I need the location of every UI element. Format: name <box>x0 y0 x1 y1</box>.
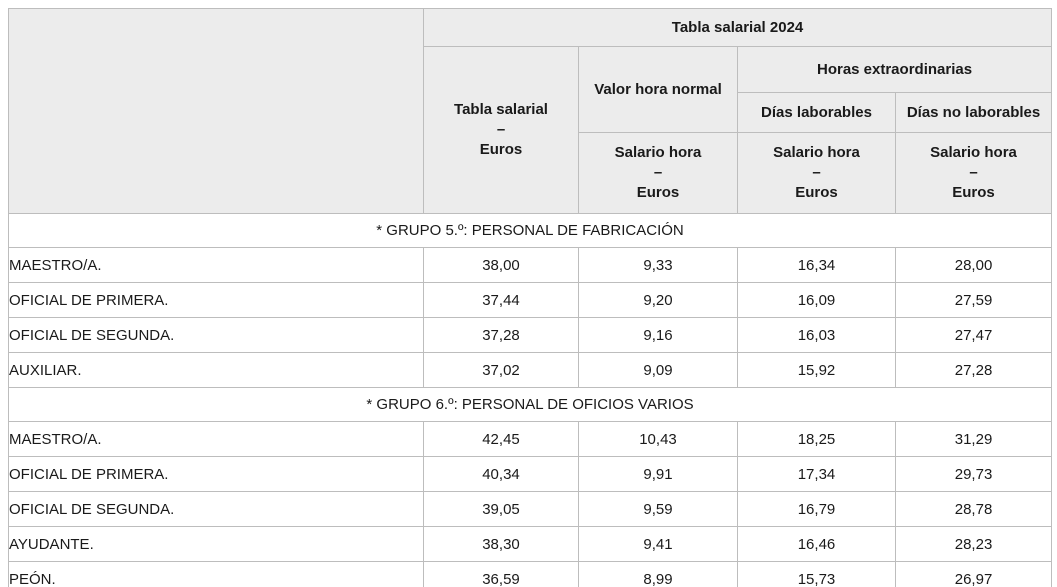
table-row: OFICIAL DE PRIMERA. 37,44 9,20 16,09 27,… <box>8 282 1053 318</box>
header-row-main: Tabla salarial – Euros Valor hora normal… <box>9 46 1053 214</box>
dias-no-laborables-value-cell: 28,00 <box>894 247 1053 283</box>
valor-hora-value-cell: 9,91 <box>578 456 738 492</box>
valor-hora-value-cell: 9,59 <box>578 491 738 527</box>
dias-laborables-value-cell: 16,03 <box>737 317 896 353</box>
row-label-cell: OFICIAL DE PRIMERA. <box>8 456 424 492</box>
table-row: MAESTRO/A. 38,00 9,33 16,34 28,00 <box>8 247 1053 283</box>
salario-hora-line1: Salario hora <box>614 144 702 161</box>
table-row: OFICIAL DE SEGUNDA. 37,28 9,16 16,03 27,… <box>8 317 1053 353</box>
tabla-salarial-line1: Tabla salarial <box>454 101 548 118</box>
tabla-salarial-value-cell: 36,59 <box>423 561 579 587</box>
valor-hora-value-cell: 9,09 <box>578 352 738 388</box>
tabla-salarial-value-cell: 42,45 <box>423 421 579 457</box>
dias-laborables-value-cell: 16,46 <box>737 526 896 562</box>
salario-hora-line2: Euros <box>795 184 838 201</box>
tabla-salarial-value-cell: 38,30 <box>423 526 579 562</box>
dias-laborables-value-cell: 17,34 <box>737 456 896 492</box>
table-title-cell: Tabla salarial 2024 <box>422 8 1053 47</box>
valor-hora-value-cell: 8,99 <box>578 561 738 587</box>
row-label-cell: AYUDANTE. <box>8 526 424 562</box>
header-row-title: Tabla salarial 2024 <box>8 8 1053 214</box>
tabla-salarial-value-cell: 37,02 <box>423 352 579 388</box>
tabla-salarial-value-cell: 37,44 <box>423 282 579 318</box>
table-row: MAESTRO/A. 42,45 10,43 18,25 31,29 <box>8 421 1053 457</box>
valor-hora-value-cell: 9,41 <box>578 526 738 562</box>
col-header-horas-extraordinarias: Horas extraordinarias <box>736 46 1053 93</box>
dias-no-laborables-value-cell: 26,97 <box>894 561 1053 587</box>
salario-hora-separator: – <box>812 164 821 181</box>
valor-hora-value-cell: 9,33 <box>578 247 738 283</box>
salario-hora-line2: Euros <box>952 184 995 201</box>
group-6-title-cell: * GRUPO 6.º: PERSONAL DE OFICIOS VARIOS <box>7 387 1053 422</box>
table-row: PEÓN. 36,59 8,99 15,73 26,97 <box>8 561 1053 587</box>
dias-laborables-value-cell: 18,25 <box>737 421 896 457</box>
salario-hora-separator: – <box>969 164 978 181</box>
group-header-row: * GRUPO 6.º: PERSONAL DE OFICIOS VARIOS <box>7 387 1053 422</box>
row-label-cell: MAESTRO/A. <box>8 247 424 283</box>
row-label-cell: OFICIAL DE PRIMERA. <box>8 282 424 318</box>
dias-laborables-value-cell: 16,34 <box>737 247 896 283</box>
tabla-salarial-value-cell: 37,28 <box>423 317 579 353</box>
table-row: AYUDANTE. 38,30 9,41 16,46 28,23 <box>8 526 1053 562</box>
col-header-dias-no-laborables: Días no laborables <box>894 92 1053 133</box>
valor-hora-value-cell: 9,20 <box>578 282 738 318</box>
col-header-valor-hora-normal: Valor hora normal <box>578 46 738 133</box>
salario-hora-line1: Salario hora <box>773 144 860 161</box>
dias-no-laborables-value-cell: 28,23 <box>894 526 1053 562</box>
tabla-salarial-value-cell: 40,34 <box>423 456 579 492</box>
salario-hora-separator: – <box>653 164 663 181</box>
tabla-salarial-line2: Euros <box>479 141 523 158</box>
tabla-salarial-value-cell: 39,05 <box>423 491 579 527</box>
dias-laborables-value-cell: 16,79 <box>737 491 896 527</box>
dias-laborables-value-cell: 16,09 <box>737 282 896 318</box>
dias-no-laborables-value-cell: 27,47 <box>894 317 1053 353</box>
dias-no-laborables-value-cell: 28,78 <box>894 491 1053 527</box>
dias-no-laborables-value-cell: 29,73 <box>894 456 1053 492</box>
row-label-cell: MAESTRO/A. <box>8 421 424 457</box>
table-row: OFICIAL DE PRIMERA. 40,34 9,91 17,34 29,… <box>8 456 1053 492</box>
salario-hora-line2: Euros <box>636 184 680 201</box>
salario-hora-line1: Salario hora <box>930 144 1017 161</box>
salary-table: Tabla salarial 2024 Tabla salarial – Eur… <box>7 8 1053 587</box>
table-row: OFICIAL DE SEGUNDA. 39,05 9,59 16,79 28,… <box>8 491 1053 527</box>
col-header-tabla-salarial: Tabla salarial – Euros <box>423 46 579 214</box>
group-5-title-cell: * GRUPO 5.º: PERSONAL DE FABRICACIÓN <box>7 213 1053 248</box>
dias-laborables-value-cell: 15,73 <box>737 561 896 587</box>
valor-hora-value-cell: 9,16 <box>578 317 738 353</box>
tabla-salarial-separator: – <box>496 121 506 138</box>
dias-laborables-value-cell: 15,92 <box>737 352 896 388</box>
header-row-salario-hora: Salario hora – Euros Salario hora – Euro… <box>9 132 1053 214</box>
col-header-salario-hora-no-laborables: Salario hora – Euros <box>894 132 1053 214</box>
dias-no-laborables-value-cell: 27,28 <box>894 352 1053 388</box>
row-label-cell: OFICIAL DE SEGUNDA. <box>8 317 424 353</box>
row-label-cell: OFICIAL DE SEGUNDA. <box>8 491 424 527</box>
table-row: AUXILIAR. 37,02 9,09 15,92 27,28 <box>8 352 1053 388</box>
row-label-cell: AUXILIAR. <box>8 352 424 388</box>
col-header-salario-hora-normal: Salario hora – Euros <box>578 132 738 214</box>
valor-hora-value-cell: 10,43 <box>578 421 738 457</box>
col-header-salario-hora-laborables: Salario hora – Euros <box>737 132 896 214</box>
col-header-dias-laborables: Días laborables <box>737 92 896 133</box>
header-row-dias: Días laborables Días no laborables <box>9 92 1053 133</box>
dias-no-laborables-value-cell: 27,59 <box>894 282 1053 318</box>
dias-no-laborables-value-cell: 31,29 <box>894 421 1053 457</box>
group-header-row: * GRUPO 5.º: PERSONAL DE FABRICACIÓN <box>7 213 1053 248</box>
row-label-cell: PEÓN. <box>8 561 424 587</box>
tabla-salarial-value-cell: 38,00 <box>423 247 579 283</box>
corner-empty-cell <box>8 8 424 214</box>
